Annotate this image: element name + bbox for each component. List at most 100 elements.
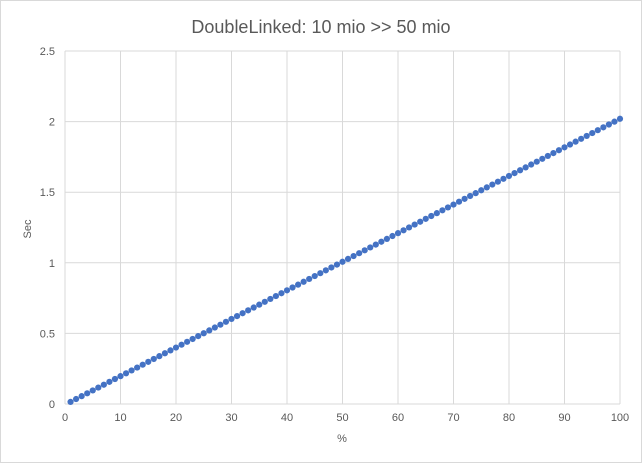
data-point (139, 361, 146, 368)
data-point (417, 218, 424, 225)
x-tick-label: 60 (392, 412, 404, 424)
data-point (256, 301, 263, 308)
data-point (433, 210, 440, 217)
data-point (333, 261, 341, 268)
y-tick-label: 0.5 (40, 328, 55, 340)
data-point (483, 184, 490, 191)
data-point (394, 230, 402, 237)
x-tick-label: 10 (114, 412, 126, 424)
y-axis-ticks: 0 0.5 1 1.5 2 2.5 (40, 46, 55, 411)
data-point (134, 364, 141, 371)
data-point (555, 147, 563, 154)
x-tick-label: 0 (62, 412, 68, 424)
data-point (67, 398, 74, 405)
data-point (400, 227, 407, 234)
data-point (73, 395, 80, 403)
data-point (572, 138, 579, 145)
data-point (228, 315, 235, 323)
data-point (295, 281, 302, 288)
data-point (505, 172, 513, 180)
data-point (84, 390, 91, 397)
data-point (250, 304, 257, 311)
data-point (156, 353, 163, 360)
data-point (145, 358, 152, 365)
x-tick-label: 40 (281, 412, 293, 424)
data-point (467, 192, 474, 200)
data-point (217, 321, 224, 328)
data-point (78, 393, 85, 400)
data-point (261, 298, 268, 305)
y-tick-label: 2 (49, 117, 55, 129)
data-point (195, 333, 202, 340)
data-point (339, 258, 346, 265)
y-tick-label: 2.5 (40, 46, 55, 58)
x-tick-label: 90 (558, 412, 570, 424)
data-point (406, 224, 413, 231)
data-point (600, 124, 607, 131)
data-point (239, 310, 246, 317)
data-point (367, 244, 374, 251)
x-tick-label: 30 (225, 412, 237, 424)
data-point (500, 175, 507, 182)
data-point (489, 181, 496, 188)
data-point (528, 161, 535, 168)
data-point (578, 135, 585, 142)
chart-title: DoubleLinked: 10 mio >> 50 mio (191, 17, 450, 37)
x-tick-label: 80 (503, 412, 515, 424)
data-point (344, 255, 352, 262)
data-point (178, 341, 185, 348)
data-point (439, 207, 446, 214)
data-point (300, 278, 307, 285)
y-tick-label: 0 (49, 399, 55, 411)
data-point (616, 115, 624, 122)
data-point (389, 232, 396, 240)
data-point (594, 127, 601, 134)
y-tick-label: 1.5 (40, 187, 55, 199)
data-point (550, 149, 557, 157)
data-point (522, 164, 529, 171)
data-point (95, 384, 102, 391)
data-point (517, 167, 524, 174)
data-point (117, 373, 124, 380)
series-points (67, 115, 624, 405)
x-axis-title: % (337, 433, 347, 445)
data-point (422, 215, 429, 222)
data-point (455, 198, 463, 205)
x-tick-label: 100 (611, 412, 629, 424)
data-point (589, 129, 596, 137)
data-point (278, 290, 285, 297)
data-point (128, 367, 135, 374)
data-point (533, 158, 540, 165)
data-point (450, 201, 457, 208)
data-point (383, 235, 390, 242)
data-point (311, 272, 318, 280)
data-point (161, 350, 168, 357)
data-point (306, 275, 313, 283)
data-point (361, 247, 368, 254)
y-axis-title: Sec (22, 219, 34, 238)
data-point (245, 307, 252, 314)
data-point (172, 344, 180, 351)
data-point (605, 121, 613, 128)
data-point (444, 204, 452, 211)
data-point (411, 221, 418, 228)
data-point (272, 292, 279, 300)
data-point (211, 324, 218, 331)
data-point (611, 118, 618, 125)
data-point (222, 318, 230, 325)
data-point (494, 178, 501, 185)
data-point (111, 375, 119, 383)
data-point (317, 270, 324, 277)
data-point (100, 381, 107, 388)
data-point (356, 250, 363, 257)
y-tick-label: 1 (49, 258, 55, 270)
data-point (206, 327, 213, 334)
data-point (328, 264, 335, 271)
data-point (289, 284, 296, 291)
x-axis-ticks: 0 10 20 30 40 50 60 70 80 90 100 (62, 412, 629, 424)
data-point (184, 338, 191, 345)
data-point (283, 287, 291, 294)
data-point (372, 241, 379, 248)
